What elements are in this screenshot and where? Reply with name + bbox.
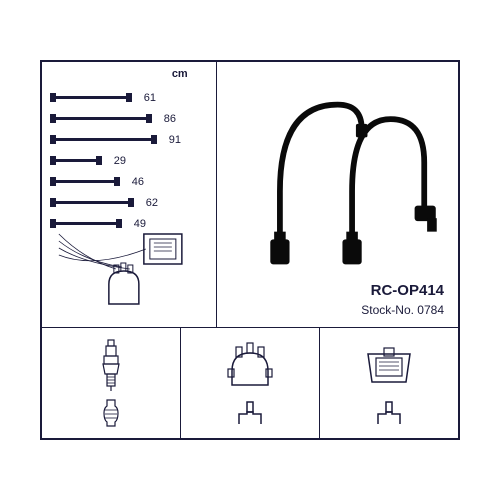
wire-length-value: 61 — [136, 92, 156, 104]
ignition-cable-illustration — [227, 72, 448, 272]
stock-value: 0784 — [417, 303, 444, 317]
wire-bar — [56, 96, 126, 99]
wire-length-value: 86 — [156, 113, 176, 125]
wire-length-value: 91 — [161, 134, 181, 146]
wire-list: 6186 91 29 46 62 49 — [46, 88, 212, 233]
spark-plug-cell — [42, 328, 181, 438]
product-spec-frame: cm 6186 91 29 46 62 49 — [40, 60, 460, 440]
top-section: cm 6186 91 29 46 62 49 — [42, 62, 458, 328]
product-code: RC-OP414 — [371, 282, 444, 299]
wire-length-value: 46 — [124, 176, 144, 188]
wire-length-value: 49 — [126, 218, 146, 230]
wire-row: 46 — [46, 172, 212, 191]
wire-row: 29 — [46, 151, 212, 170]
wire-length-value: 62 — [138, 197, 158, 209]
boot-connector-icon — [100, 396, 122, 430]
distributor-cap-cell — [181, 328, 320, 438]
wire-bar — [56, 222, 116, 225]
wire-bar — [56, 138, 151, 141]
terminal-connector-icon-1 — [235, 396, 265, 430]
wire-bar — [56, 159, 96, 162]
spark-plug-icon — [97, 336, 125, 396]
terminal-connector-icon-2 — [374, 396, 404, 430]
wire-length-value: 29 — [106, 155, 126, 167]
distributor-cap-icon — [222, 336, 278, 396]
stock-number: Stock-No. 0784 — [361, 303, 444, 317]
stock-label: Stock-No. — [361, 303, 414, 317]
connector-icons-row — [42, 328, 458, 438]
cm-header: cm — [172, 68, 188, 80]
coil-cap-diagram — [52, 229, 206, 319]
wire-row: 86 — [46, 109, 212, 128]
wire-bar — [56, 201, 128, 204]
product-photo-panel: RC-OP414 Stock-No. 0784 — [217, 62, 458, 327]
wire-length-diagram: cm 6186 91 29 46 62 49 — [42, 62, 217, 327]
ignition-coil-cell — [320, 328, 458, 438]
wire-bar — [56, 117, 146, 120]
wire-row: 91 — [46, 130, 212, 149]
wire-row: 61 — [46, 88, 212, 107]
wire-row: 62 — [46, 193, 212, 212]
wire-bar — [56, 180, 114, 183]
ignition-coil-icon — [362, 336, 416, 396]
